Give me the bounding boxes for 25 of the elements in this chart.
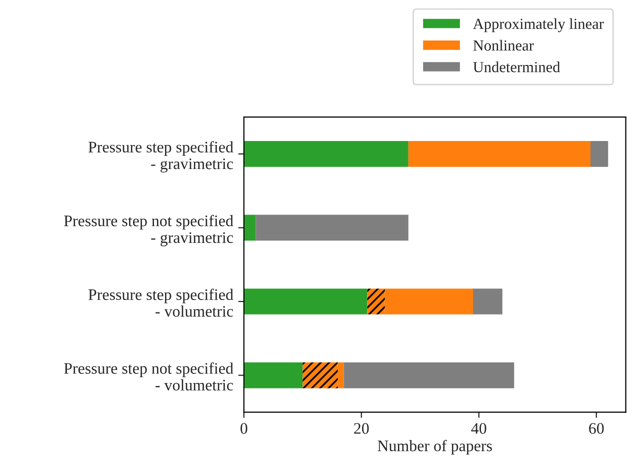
x-tick-label: 40 [471,423,486,434]
bar [244,362,303,388]
bar [408,141,590,167]
bar [244,214,256,241]
bar [244,141,408,167]
legend-label: Undetermined [473,61,560,72]
legend-label: Nonlinear [473,40,534,51]
bar [244,288,368,314]
bar [344,362,514,388]
x-axis-title: Number of papers [378,440,492,455]
bar [473,288,502,314]
bar [367,288,385,314]
x-tick-label: 20 [354,423,369,434]
bar [256,214,408,241]
y-tick-label: Pressure step specified - gravimetric [88,141,234,172]
y-tick-label: Pressure step specified - volumetric [88,288,234,317]
bar [384,288,474,314]
bar [590,141,608,167]
bar [338,362,344,388]
y-tick-label: Pressure step not specified - gravimetric [64,214,234,246]
legend-label: Approximately linear [472,18,604,32]
bar [302,362,338,388]
y-tick-label: Pressure step not specified - volumetric [64,362,234,391]
x-tick-label: 0 [240,423,248,434]
x-tick-label: 60 [589,423,604,434]
